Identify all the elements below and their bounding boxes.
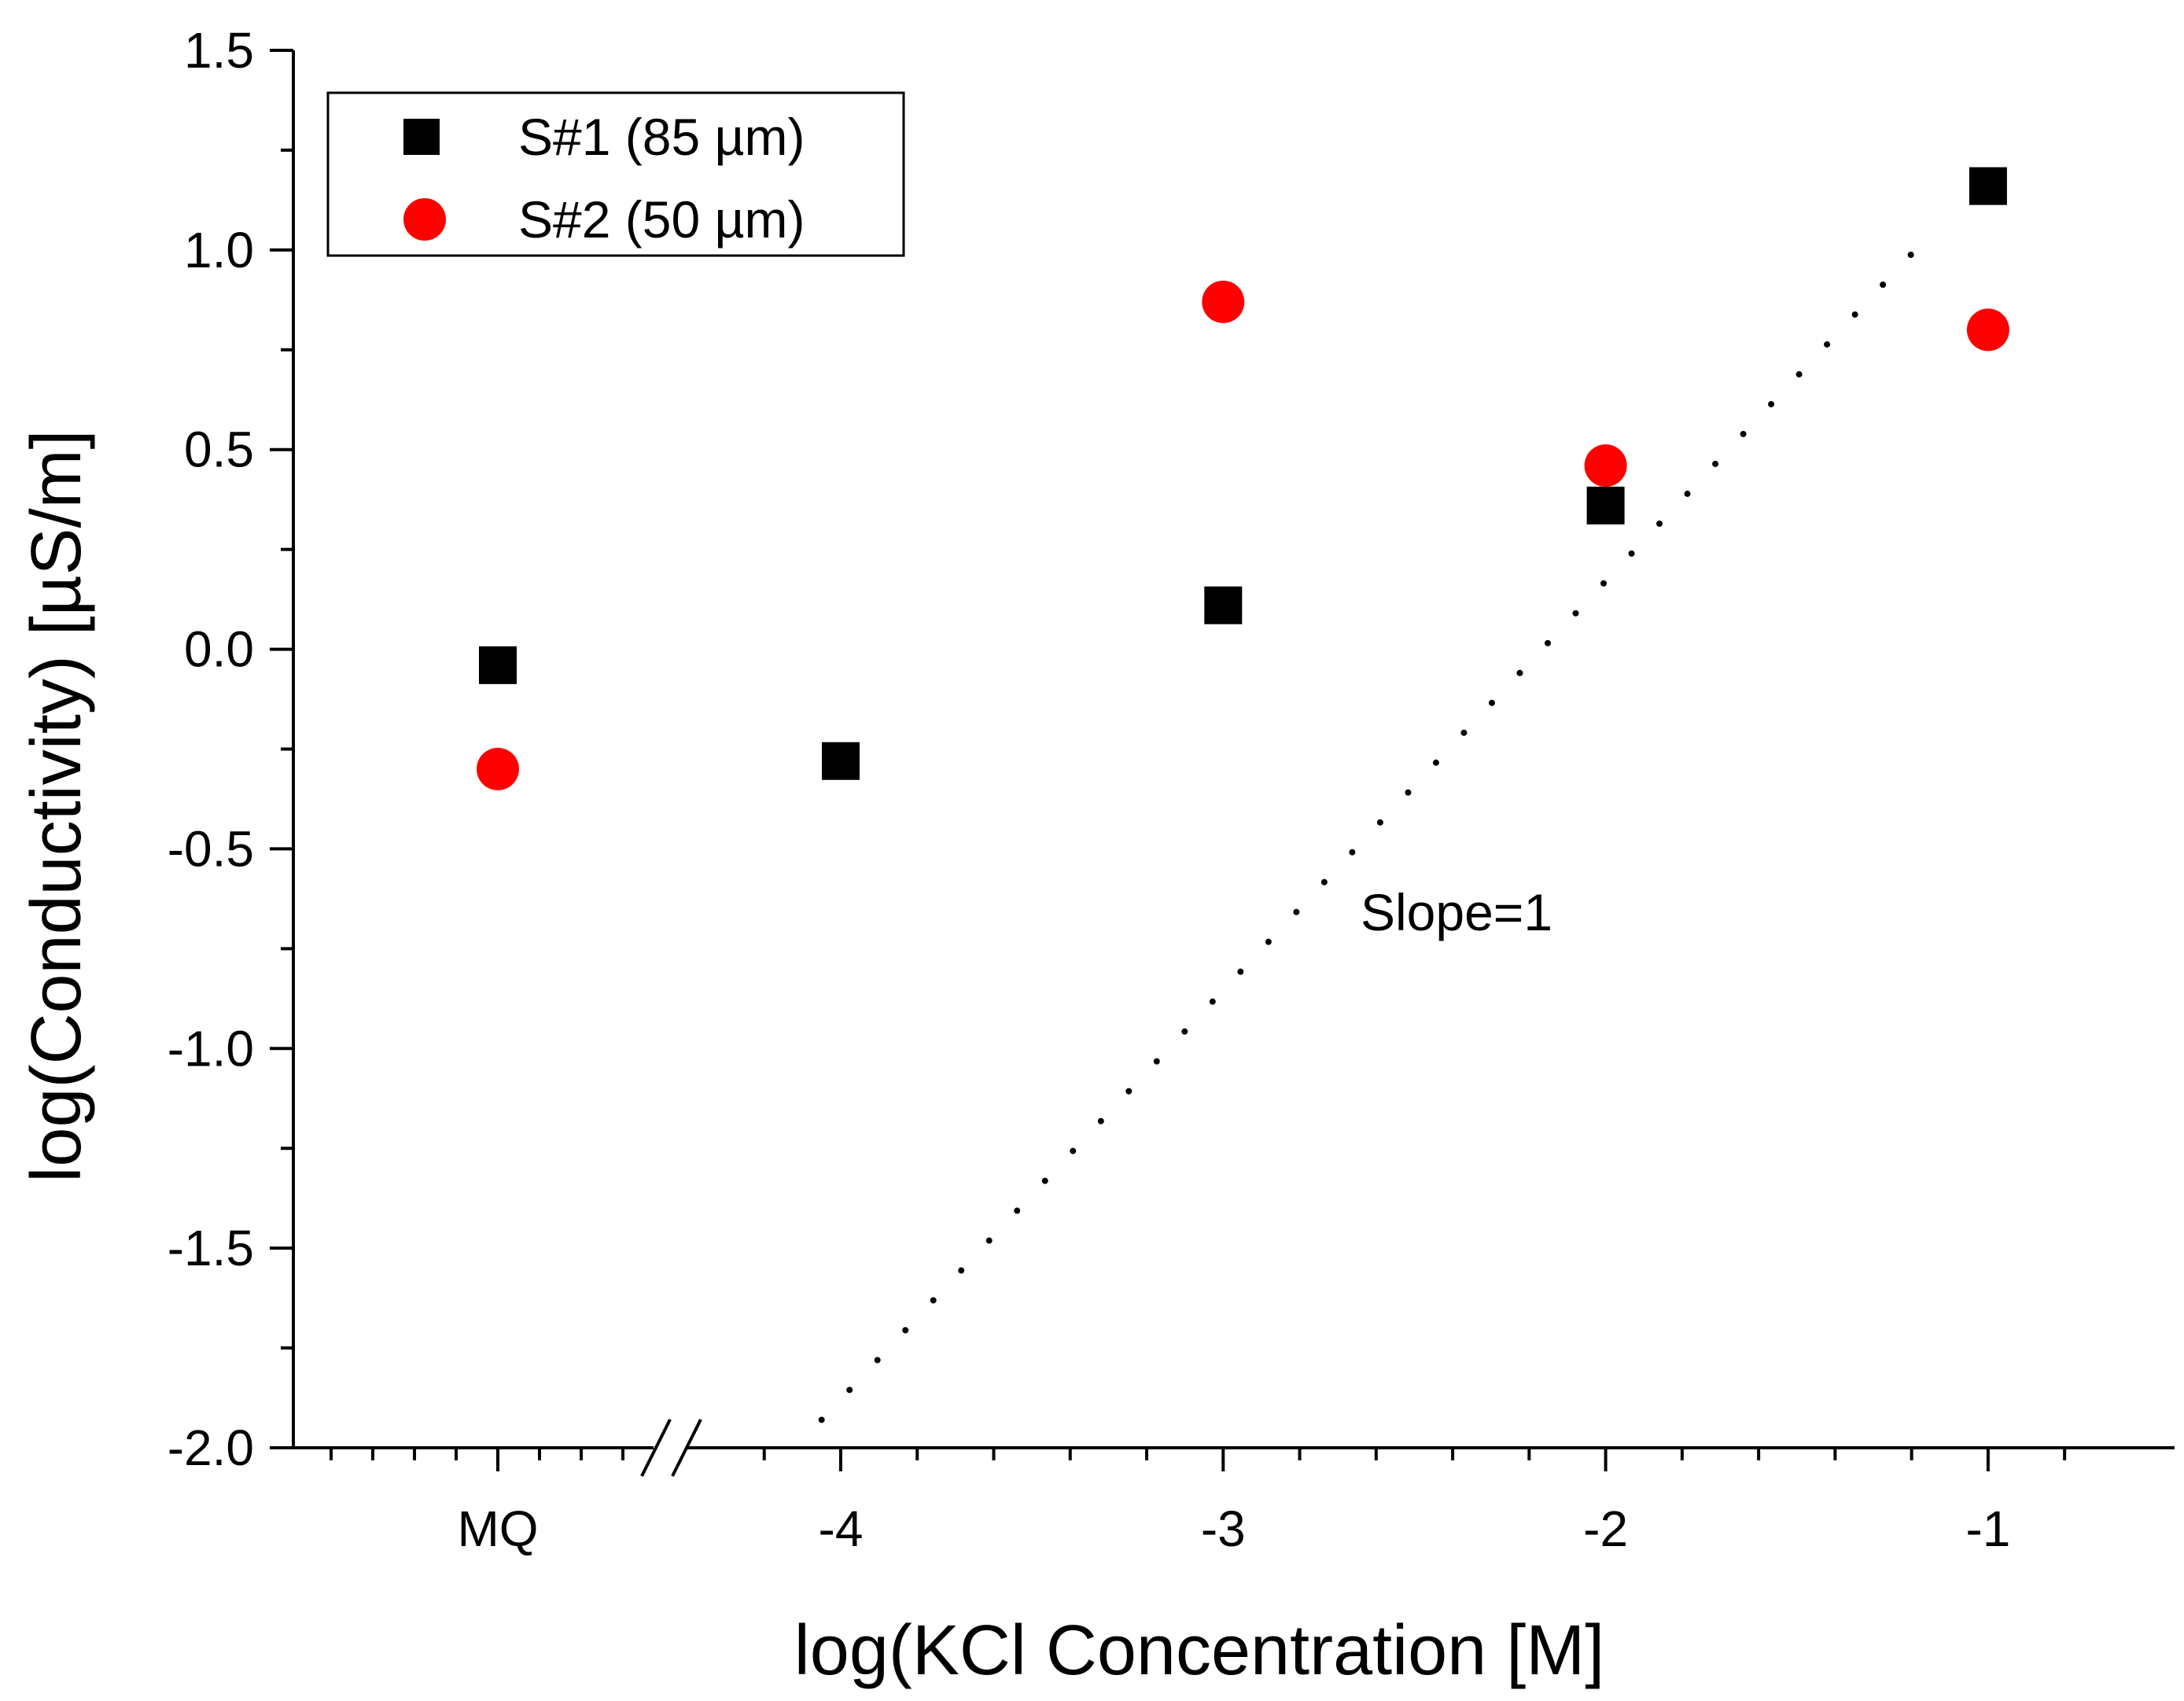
legend-label-s1: S#1 (85 µm): [518, 108, 805, 166]
legend-marker-s1: [403, 119, 440, 155]
x-axis-ticks: MQ -4 -3 -2 -1: [330, 1448, 2067, 1557]
y-axis-ticks: -2.0 -1.5 -1.0 -0.5 0.0 0.5 1.0 1.5: [168, 22, 293, 1476]
reference-line: [818, 250, 1915, 1423]
x-tick-label: -2: [1583, 1500, 1628, 1557]
y-tick-label: 1.0: [184, 222, 254, 278]
slope-reference-line: [818, 250, 1915, 1423]
y-tick-label: -0.5: [168, 820, 254, 877]
point-s2: [477, 747, 519, 790]
x-tick-label: -1: [1965, 1500, 2010, 1557]
y-axis-title: log(Conductivity) [µS/m]: [17, 429, 96, 1182]
point-s2: [1966, 308, 2009, 352]
axis-break-mark: [640, 1419, 672, 1477]
x-tick-label: -3: [1201, 1500, 1246, 1557]
x-tick-label: MQ: [457, 1500, 538, 1557]
y-tick-label: -1.5: [168, 1220, 254, 1276]
legend-marker-s2: [403, 198, 446, 241]
point-s2: [1202, 280, 1245, 323]
y-tick-label: 0.0: [184, 621, 254, 678]
y-tick-label: 1.5: [184, 22, 254, 79]
legend: S#1 (85 µm) S#2 (50 µm): [326, 91, 905, 257]
point-s2: [1584, 444, 1627, 488]
x-axis-title: log(KCl Concentration [M]: [794, 1611, 1604, 1690]
point-s1: [1204, 586, 1243, 624]
y-tick-label: 0.5: [184, 422, 254, 478]
slope-annotation: Slope=1: [1361, 883, 1552, 941]
x-tick-label: -4: [819, 1500, 864, 1557]
axes: [292, 50, 2175, 1477]
y-tick-label: -2.0: [168, 1419, 254, 1476]
axis-break-mark: [671, 1419, 702, 1477]
point-s1: [1586, 486, 1625, 525]
point-s1: [1969, 167, 2007, 205]
y-tick-label: -1.0: [168, 1020, 254, 1077]
point-s1: [822, 742, 860, 780]
point-s1: [479, 646, 517, 684]
legend-label-s2: S#2 (50 µm): [518, 190, 805, 249]
data-points: [477, 167, 2009, 790]
